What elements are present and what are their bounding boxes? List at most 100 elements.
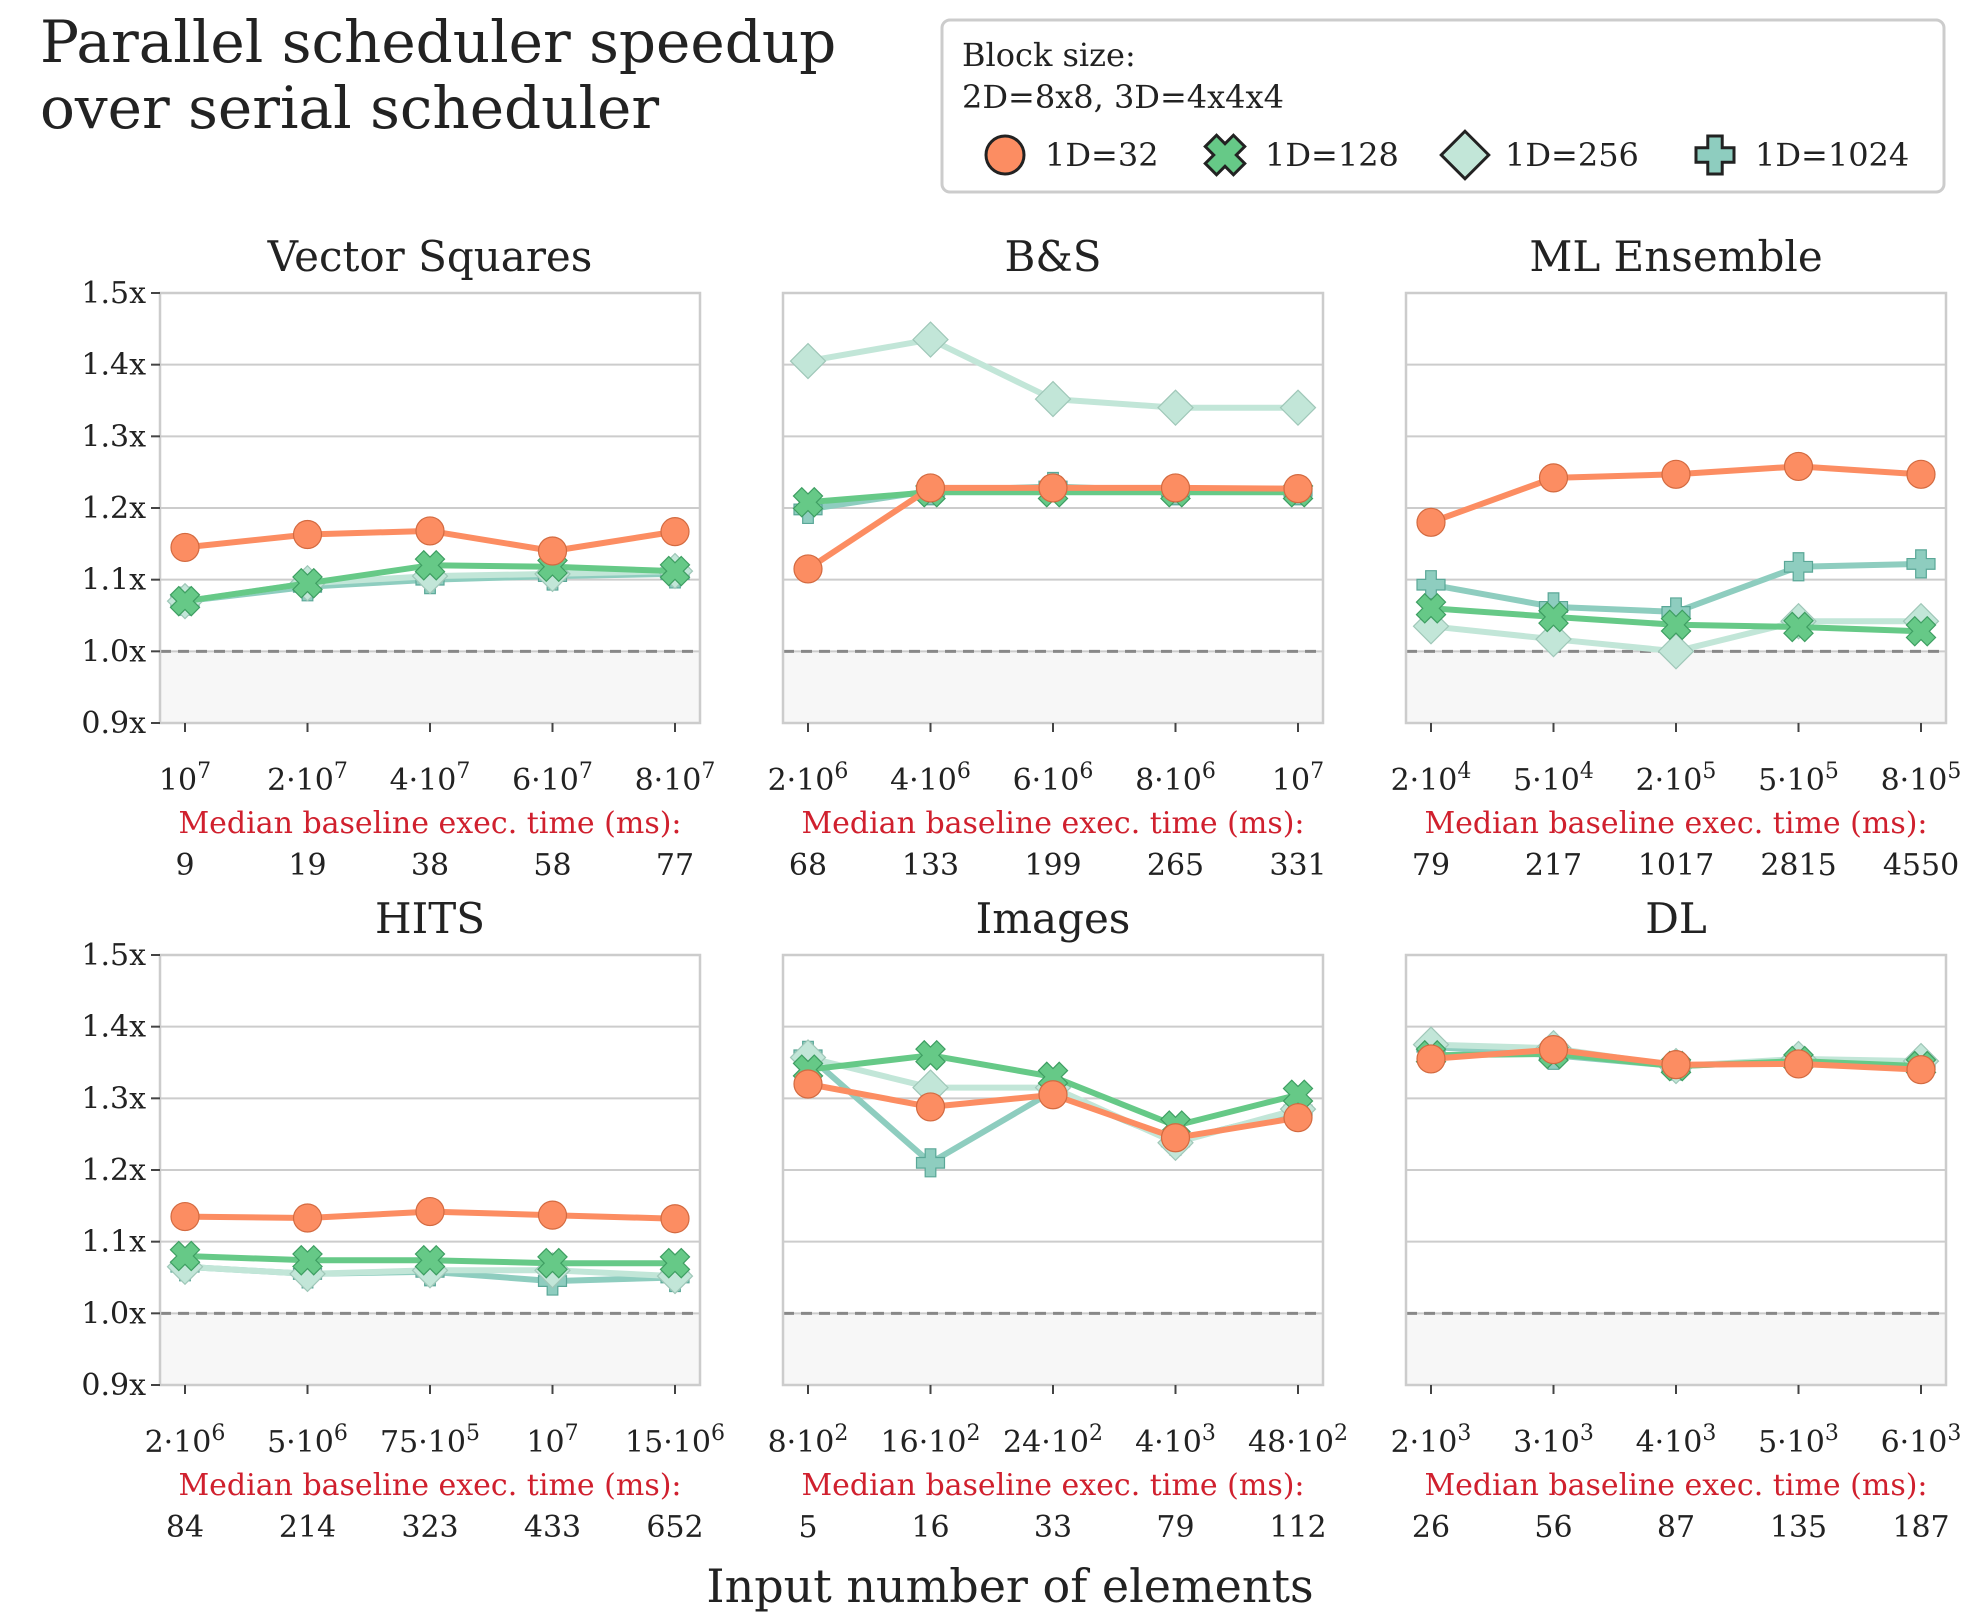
data-point [1657,632,1695,670]
series-1D=128 [1415,592,1937,647]
x-tick-label: 24·102 [1003,1421,1103,1460]
x-tick-label: 6·107 [512,759,593,798]
legend-label: 1D=128 [1265,136,1399,174]
panel: 0.9x 1.0x 1.1x 1.2x 1.3x 1.4x 1.5x 107 9 2·107 19 4… [81,232,715,883]
median-time-label: 652 [646,1510,703,1545]
y-tick-label: 0.9x [81,1368,146,1403]
x-tick-label: 2·104 [1391,759,1472,798]
x-tick-label: 15·106 [625,1421,725,1460]
x-tick-label: 16·102 [881,1421,981,1460]
y-tick-label: 1.1x [81,563,146,598]
data-point [170,1201,200,1232]
median-time-label: 187 [1892,1510,1949,1545]
below-baseline-shade [783,651,1323,723]
legend-label: 1D=32 [1045,136,1159,174]
x-tick-label: 8·107 [635,759,716,798]
below-baseline-shade [783,1313,1323,1385]
data-point [793,554,823,584]
x-tick-label: 8·102 [768,1421,849,1460]
legend-title: Block size: [962,36,1136,74]
x-axis-label: Input number of elements [706,1559,1313,1613]
data-point [1661,459,1691,489]
median-time-label: 331 [1269,848,1326,883]
x-tick-label: 3·103 [1513,1421,1594,1460]
series-1D=32 [170,516,690,566]
panel: 2·103 26 3·103 56 4·103 87 5·103 135 6·103 187 Med… [1391,894,1962,1545]
below-baseline-shade [160,1313,700,1385]
series-1D=256 [789,321,1317,427]
x-tick-label: 2·105 [1636,759,1717,798]
data-point [292,567,323,599]
data-point [915,1039,946,1071]
figure-title-line2: over serial scheduler [40,74,659,142]
median-time-label: 77 [656,848,694,883]
median-time-label: 214 [279,1510,336,1545]
data-point [1160,1123,1191,1153]
median-time-label: 112 [1269,1510,1326,1545]
x-tick-label: 4·107 [390,759,471,798]
median-time-label: 4550 [1883,848,1959,883]
data-point [1034,380,1072,418]
x-tick-label: 2·106 [145,1421,226,1460]
below-baseline-shade [160,651,700,723]
legend-label: 1D=1024 [1755,136,1909,174]
data-point [169,1240,201,1272]
data-point [1906,459,1936,489]
legend-label: 1D=256 [1505,136,1639,174]
series-1D=128 [169,1240,691,1279]
panel-title: DL [1645,894,1707,943]
data-point [792,486,824,518]
data-point [1661,1050,1691,1080]
y-tick-label: 1.2x [81,491,146,526]
data-point [659,555,691,587]
legend-marker-x [1203,133,1247,177]
y-tick-label: 1.3x [81,419,146,454]
data-point [1783,451,1814,482]
data-point [1279,389,1317,427]
median-time-label: 33 [1034,1510,1072,1545]
data-point [1038,1080,1068,1110]
data-point [915,1148,946,1178]
data-point [789,342,827,380]
y-tick-label: 1.4x [81,348,146,383]
data-point [1416,570,1446,600]
median-time-label: 217 [1525,848,1582,883]
legend-entries: 1D=32 1D=128 1D=256 1D=1024 [984,129,1909,181]
figure-title: Parallel scheduler speedup [40,8,836,76]
data-point [1538,1034,1569,1065]
median-baseline-label: Median baseline exec. time (ms): [1424,806,1927,841]
legend-frame [940,18,1946,194]
panel-title: B&S [1004,232,1101,281]
legend-marker-plus [1694,134,1736,176]
y-tick-label: 1.1x [81,1225,146,1260]
data-point [170,532,200,563]
data-point [1538,601,1569,633]
x-tick-label: 2·106 [768,759,849,798]
legend-marker-circle [984,134,1026,176]
median-time-label: 323 [401,1510,458,1545]
series-1D=32 [170,1196,690,1234]
median-time-label: 38 [411,848,449,883]
x-tick-label: 107 [159,759,211,798]
data-point [915,473,946,503]
median-time-label: 5 [798,1510,817,1545]
panels: 0.9x 1.0x 1.1x 1.2x 1.3x 1.4x 1.5x 107 9 2·107 19 4… [81,232,1961,1545]
series-1D=32 [1416,1034,1936,1085]
data-point [1783,552,1814,582]
y-tick-label: 1.0x [81,634,146,669]
median-time-label: 199 [1024,848,1081,883]
series-1D=1024 [1416,549,1936,627]
data-point [1038,473,1068,503]
data-point [1783,1049,1814,1079]
data-point [659,1247,691,1279]
data-point [292,519,323,550]
median-time-label: 16 [911,1510,949,1545]
y-tick-label: 1.4x [81,1010,146,1045]
legend-entry: 1D=1024 [1694,134,1909,176]
x-tick-label: 75·105 [380,1421,480,1460]
data-point [537,1200,568,1230]
x-tick-label: 5·103 [1758,1421,1839,1460]
x-tick-label: 5·104 [1513,759,1594,798]
y-tick-label: 1.5x [81,276,146,311]
